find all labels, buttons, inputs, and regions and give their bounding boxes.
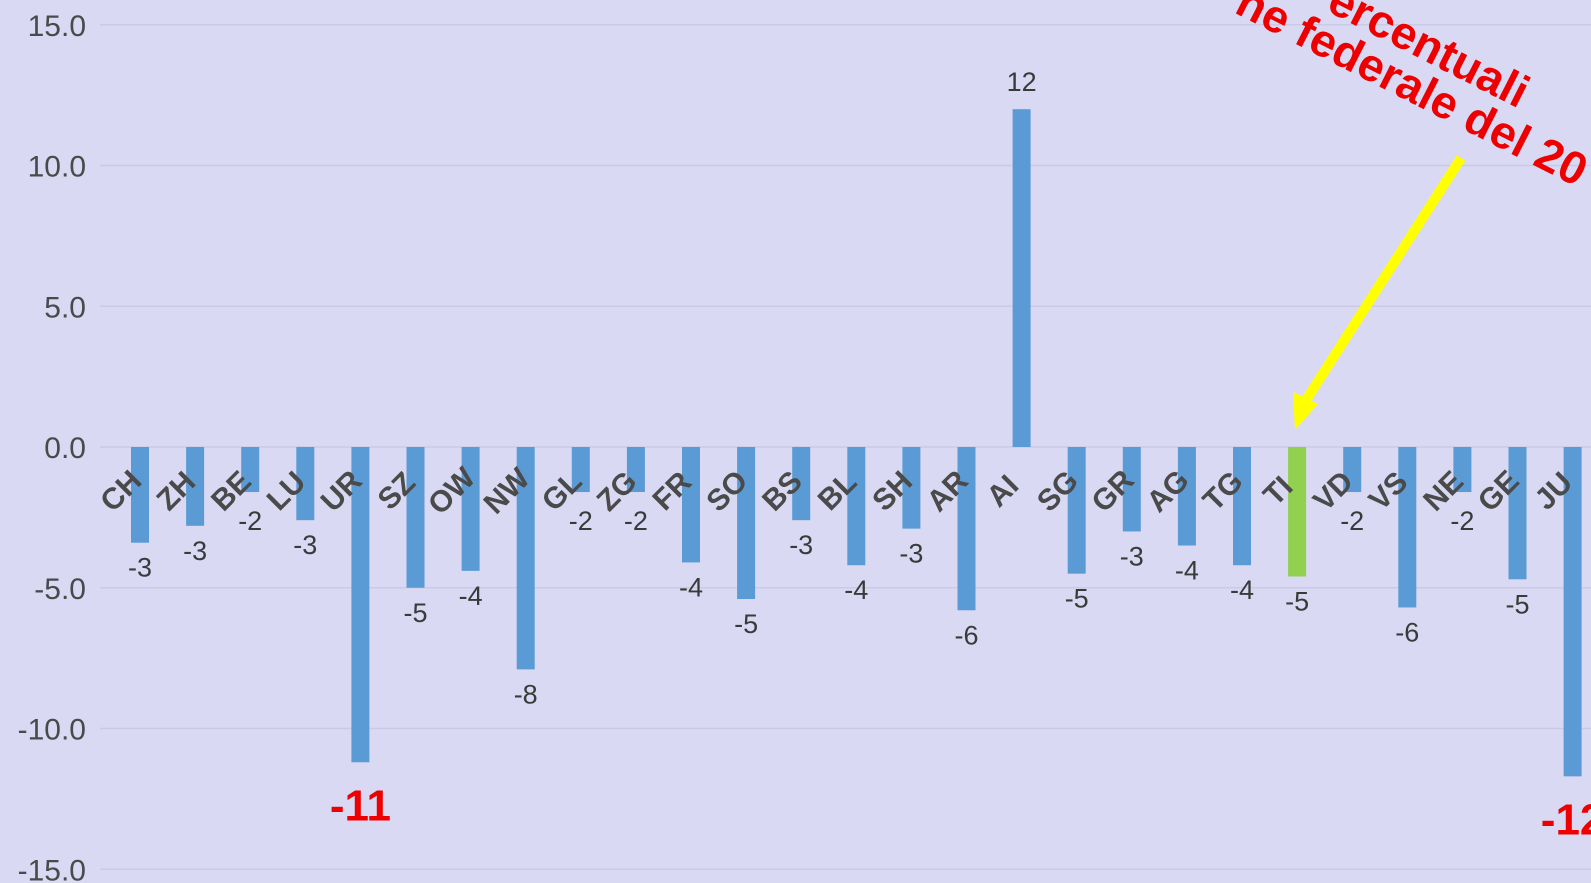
data-label: -5 xyxy=(1505,589,1529,619)
data-label: -3 xyxy=(899,539,923,569)
data-label: -2 xyxy=(569,506,593,536)
y-axis-ticks: 15.0 10.0 5.0 0.0 -5.0 -10.0 -15.0 xyxy=(18,10,86,883)
data-label: -3 xyxy=(128,553,152,583)
bar-fr xyxy=(682,447,700,562)
data-label: -2 xyxy=(1450,506,1474,536)
data-label: -3 xyxy=(183,536,207,566)
bar-tg xyxy=(1233,447,1251,565)
data-label: -4 xyxy=(1175,556,1199,586)
data-label: -11 xyxy=(330,781,391,830)
x-tick-label: AI xyxy=(981,469,1026,514)
annotation-arrow-shaft xyxy=(1306,158,1461,400)
data-label: -2 xyxy=(1340,506,1364,536)
data-label: -4 xyxy=(844,575,868,605)
data-label: -3 xyxy=(293,530,317,560)
y-tick-label: -10.0 xyxy=(18,714,86,747)
bar-sz xyxy=(407,447,425,588)
data-label: -12 xyxy=(1541,795,1591,844)
data-label: -4 xyxy=(459,581,483,611)
bar-ti xyxy=(1288,447,1306,576)
bars xyxy=(131,109,1582,776)
data-label: -4 xyxy=(1230,575,1254,605)
y-tick-label: -5.0 xyxy=(34,573,86,606)
data-label: -6 xyxy=(1395,617,1419,647)
bar-sg xyxy=(1068,447,1086,574)
gridlines xyxy=(100,25,1591,870)
bar-so xyxy=(737,447,755,599)
data-label: -4 xyxy=(679,572,703,602)
data-label: -5 xyxy=(1065,584,1089,614)
y-tick-label: 10.0 xyxy=(28,151,86,184)
bar-ai xyxy=(1013,109,1031,447)
data-label: -5 xyxy=(403,598,427,628)
data-label: -5 xyxy=(734,609,758,639)
bar-ge xyxy=(1509,447,1527,579)
bar-ar xyxy=(958,447,976,610)
bar-vs xyxy=(1398,447,1416,607)
data-label: -8 xyxy=(514,679,538,709)
y-tick-label: 15.0 xyxy=(28,10,86,43)
bar-bl xyxy=(847,447,865,565)
data-label: -3 xyxy=(789,530,813,560)
data-label: -6 xyxy=(954,620,978,650)
y-tick-label: 0.0 xyxy=(44,432,86,465)
data-label: -2 xyxy=(238,506,262,536)
data-label: -5 xyxy=(1285,586,1309,616)
annotation: ercentuali ne federale del 20 xyxy=(1228,0,1591,430)
data-label: -3 xyxy=(1120,541,1144,571)
data-label: 12 xyxy=(1007,67,1037,97)
y-tick-label: 5.0 xyxy=(44,291,86,324)
y-tick-label: -15.0 xyxy=(18,854,86,883)
data-label: -2 xyxy=(624,506,648,536)
bar-ow xyxy=(462,447,480,571)
